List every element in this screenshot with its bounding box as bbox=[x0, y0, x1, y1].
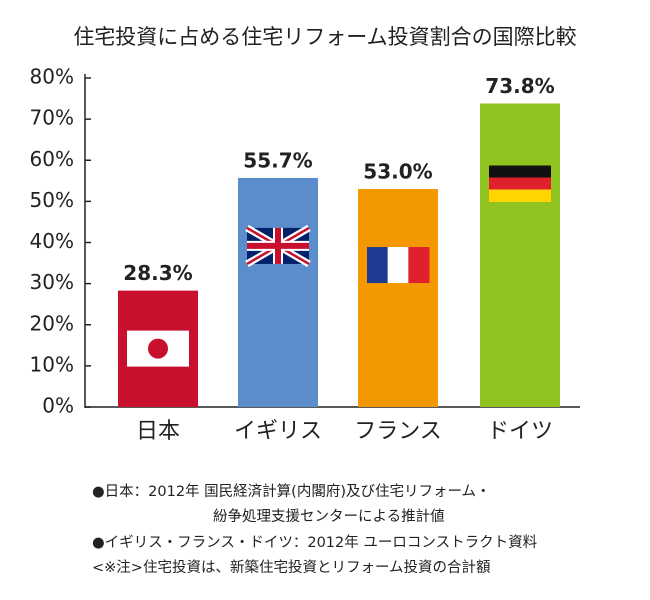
bar bbox=[480, 103, 560, 407]
flag bbox=[408, 247, 430, 284]
footnote: ●日本：2012年 国民経済計算(内閣府)及び住宅リフォーム・ bbox=[92, 483, 491, 500]
flag bbox=[148, 338, 168, 359]
x-tick-label: イギリス bbox=[234, 419, 322, 444]
value-label: 55.7% bbox=[243, 148, 312, 172]
value-label: 73.8% bbox=[485, 74, 554, 98]
y-tick-label: 70% bbox=[30, 106, 74, 130]
y-tick-label: 20% bbox=[30, 311, 74, 335]
footnote: ●イギリス・フランス・ドイツ：2012年 ユーロコンストラクト資料 bbox=[92, 534, 537, 551]
flag bbox=[247, 227, 309, 264]
y-tick-label: 40% bbox=[30, 229, 74, 253]
flag bbox=[489, 177, 551, 190]
y-tick-label: 60% bbox=[30, 147, 74, 171]
y-tick-label: 30% bbox=[30, 270, 74, 294]
x-tick-label: ドイツ bbox=[487, 419, 553, 444]
value-label: 28.3% bbox=[123, 261, 192, 285]
flag bbox=[489, 189, 551, 202]
footnote: <※注>住宅投資は、新築住宅投資とリフォーム投資の合計額 bbox=[92, 558, 491, 576]
y-tick-label: 0% bbox=[42, 394, 74, 418]
chart-title: 住宅投資に占める住宅リフォーム投資割合の国際比較 bbox=[73, 25, 576, 49]
flag bbox=[367, 247, 389, 284]
bar bbox=[358, 189, 438, 407]
flag bbox=[387, 247, 409, 284]
y-tick-label: 50% bbox=[30, 188, 74, 212]
footnote: 紛争処理支援センターによる推計値 bbox=[213, 507, 445, 525]
value-label: 53.0% bbox=[363, 160, 432, 184]
y-tick-label: 80% bbox=[30, 65, 74, 89]
flag bbox=[489, 165, 551, 178]
x-tick-label: 日本 bbox=[136, 419, 180, 444]
bar bbox=[238, 177, 318, 407]
x-tick-label: フランス bbox=[354, 419, 442, 444]
y-tick-label: 10% bbox=[30, 352, 74, 376]
